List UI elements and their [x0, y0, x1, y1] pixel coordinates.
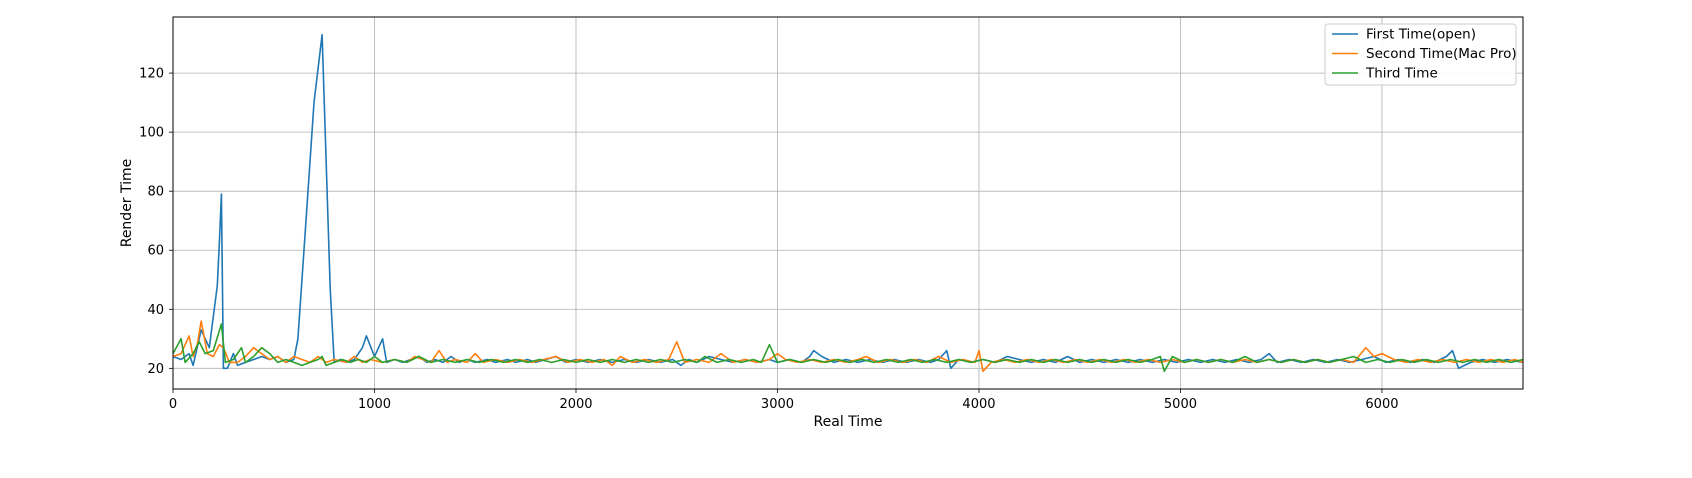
legend-label: Second Time(Mac Pro) — [1366, 46, 1517, 62]
legend-label: First Time(open) — [1366, 27, 1476, 43]
series-line-3 — [173, 323, 1523, 373]
series-line-1 — [173, 33, 1523, 370]
x-ticks: 0 1000 2000 3000 4000 5000 6000 — [169, 389, 1399, 412]
y-ticks: 20 40 60 80 100 120 — [139, 67, 173, 377]
legend: First Time(open) Second Time(Mac Pro) Thir… — [1324, 23, 1517, 86]
x-axis-label: Real Time — [814, 414, 883, 430]
x-tick-label: 1000 — [358, 397, 391, 412]
series-lines — [173, 33, 1523, 373]
legend-label: Third Time — [1365, 66, 1438, 82]
y-tick-label: 60 — [147, 244, 164, 259]
x-tick-label: 2000 — [559, 397, 592, 412]
series-line-2 — [173, 320, 1523, 373]
plot-frame — [172, 16, 1524, 390]
x-tick-label: 3000 — [761, 397, 794, 412]
x-tick-label: 4000 — [962, 397, 995, 412]
x-tick-label: 0 — [169, 397, 177, 412]
y-tick-label: 100 — [139, 126, 164, 141]
y-tick-label: 20 — [147, 362, 164, 377]
grid-lines — [172, 17, 1523, 389]
y-tick-label: 40 — [147, 303, 164, 318]
legend-box — [1324, 23, 1517, 86]
x-tick-label: 6000 — [1365, 397, 1398, 412]
y-tick-label: 120 — [139, 67, 164, 82]
y-tick-label: 80 — [147, 185, 164, 200]
y-axis-label: Render Time — [119, 159, 135, 248]
x-tick-label: 5000 — [1164, 397, 1197, 412]
